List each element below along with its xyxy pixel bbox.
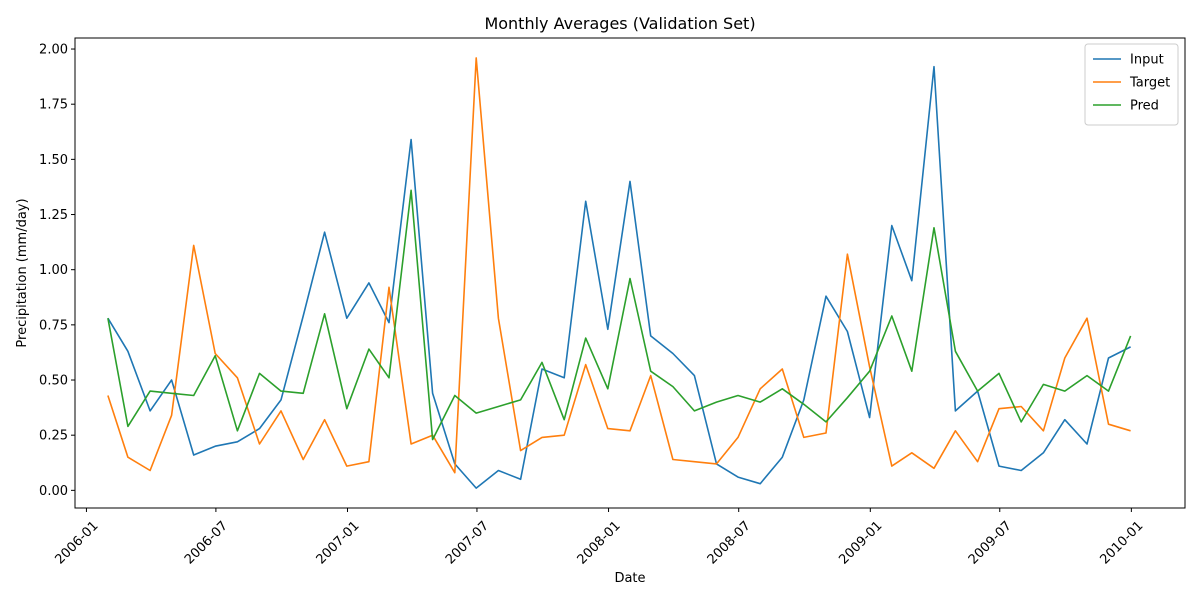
plot-frame <box>74 37 1186 509</box>
series-line-input <box>107 65 1131 489</box>
y-tick-label: 0.50 <box>39 374 68 389</box>
y-axis: 0.00 0.25 0.50 0.75 1.00 1.25 1.50 1.75 2.00 <box>39 43 75 499</box>
y-tick-label: 0.00 <box>39 484 68 499</box>
legend-label-input: Input <box>1130 53 1164 68</box>
legend-label-pred: Pred <box>1130 99 1159 114</box>
y-tick-label: 0.75 <box>39 318 68 333</box>
y-axis-title: Precipitation (mm/day) <box>15 198 30 347</box>
legend: Input Target Pred <box>1084 43 1179 126</box>
y-tick-label: 2.00 <box>39 43 68 58</box>
y-tick-label: 0.25 <box>39 429 68 444</box>
y-tick-label: 1.75 <box>39 98 68 113</box>
series-line-pred <box>107 189 1132 441</box>
legend-label-target: Target <box>1129 76 1170 91</box>
y-tick-label: 1.50 <box>39 153 68 168</box>
y-tick-label: 1.00 <box>39 263 68 278</box>
x-axis-title: Date <box>614 571 645 586</box>
y-tick-label: 1.25 <box>39 208 68 223</box>
chart-title: Monthly Averages (Validation Set) <box>484 14 755 33</box>
series-line-target <box>107 57 1131 474</box>
series-group <box>107 57 1132 489</box>
